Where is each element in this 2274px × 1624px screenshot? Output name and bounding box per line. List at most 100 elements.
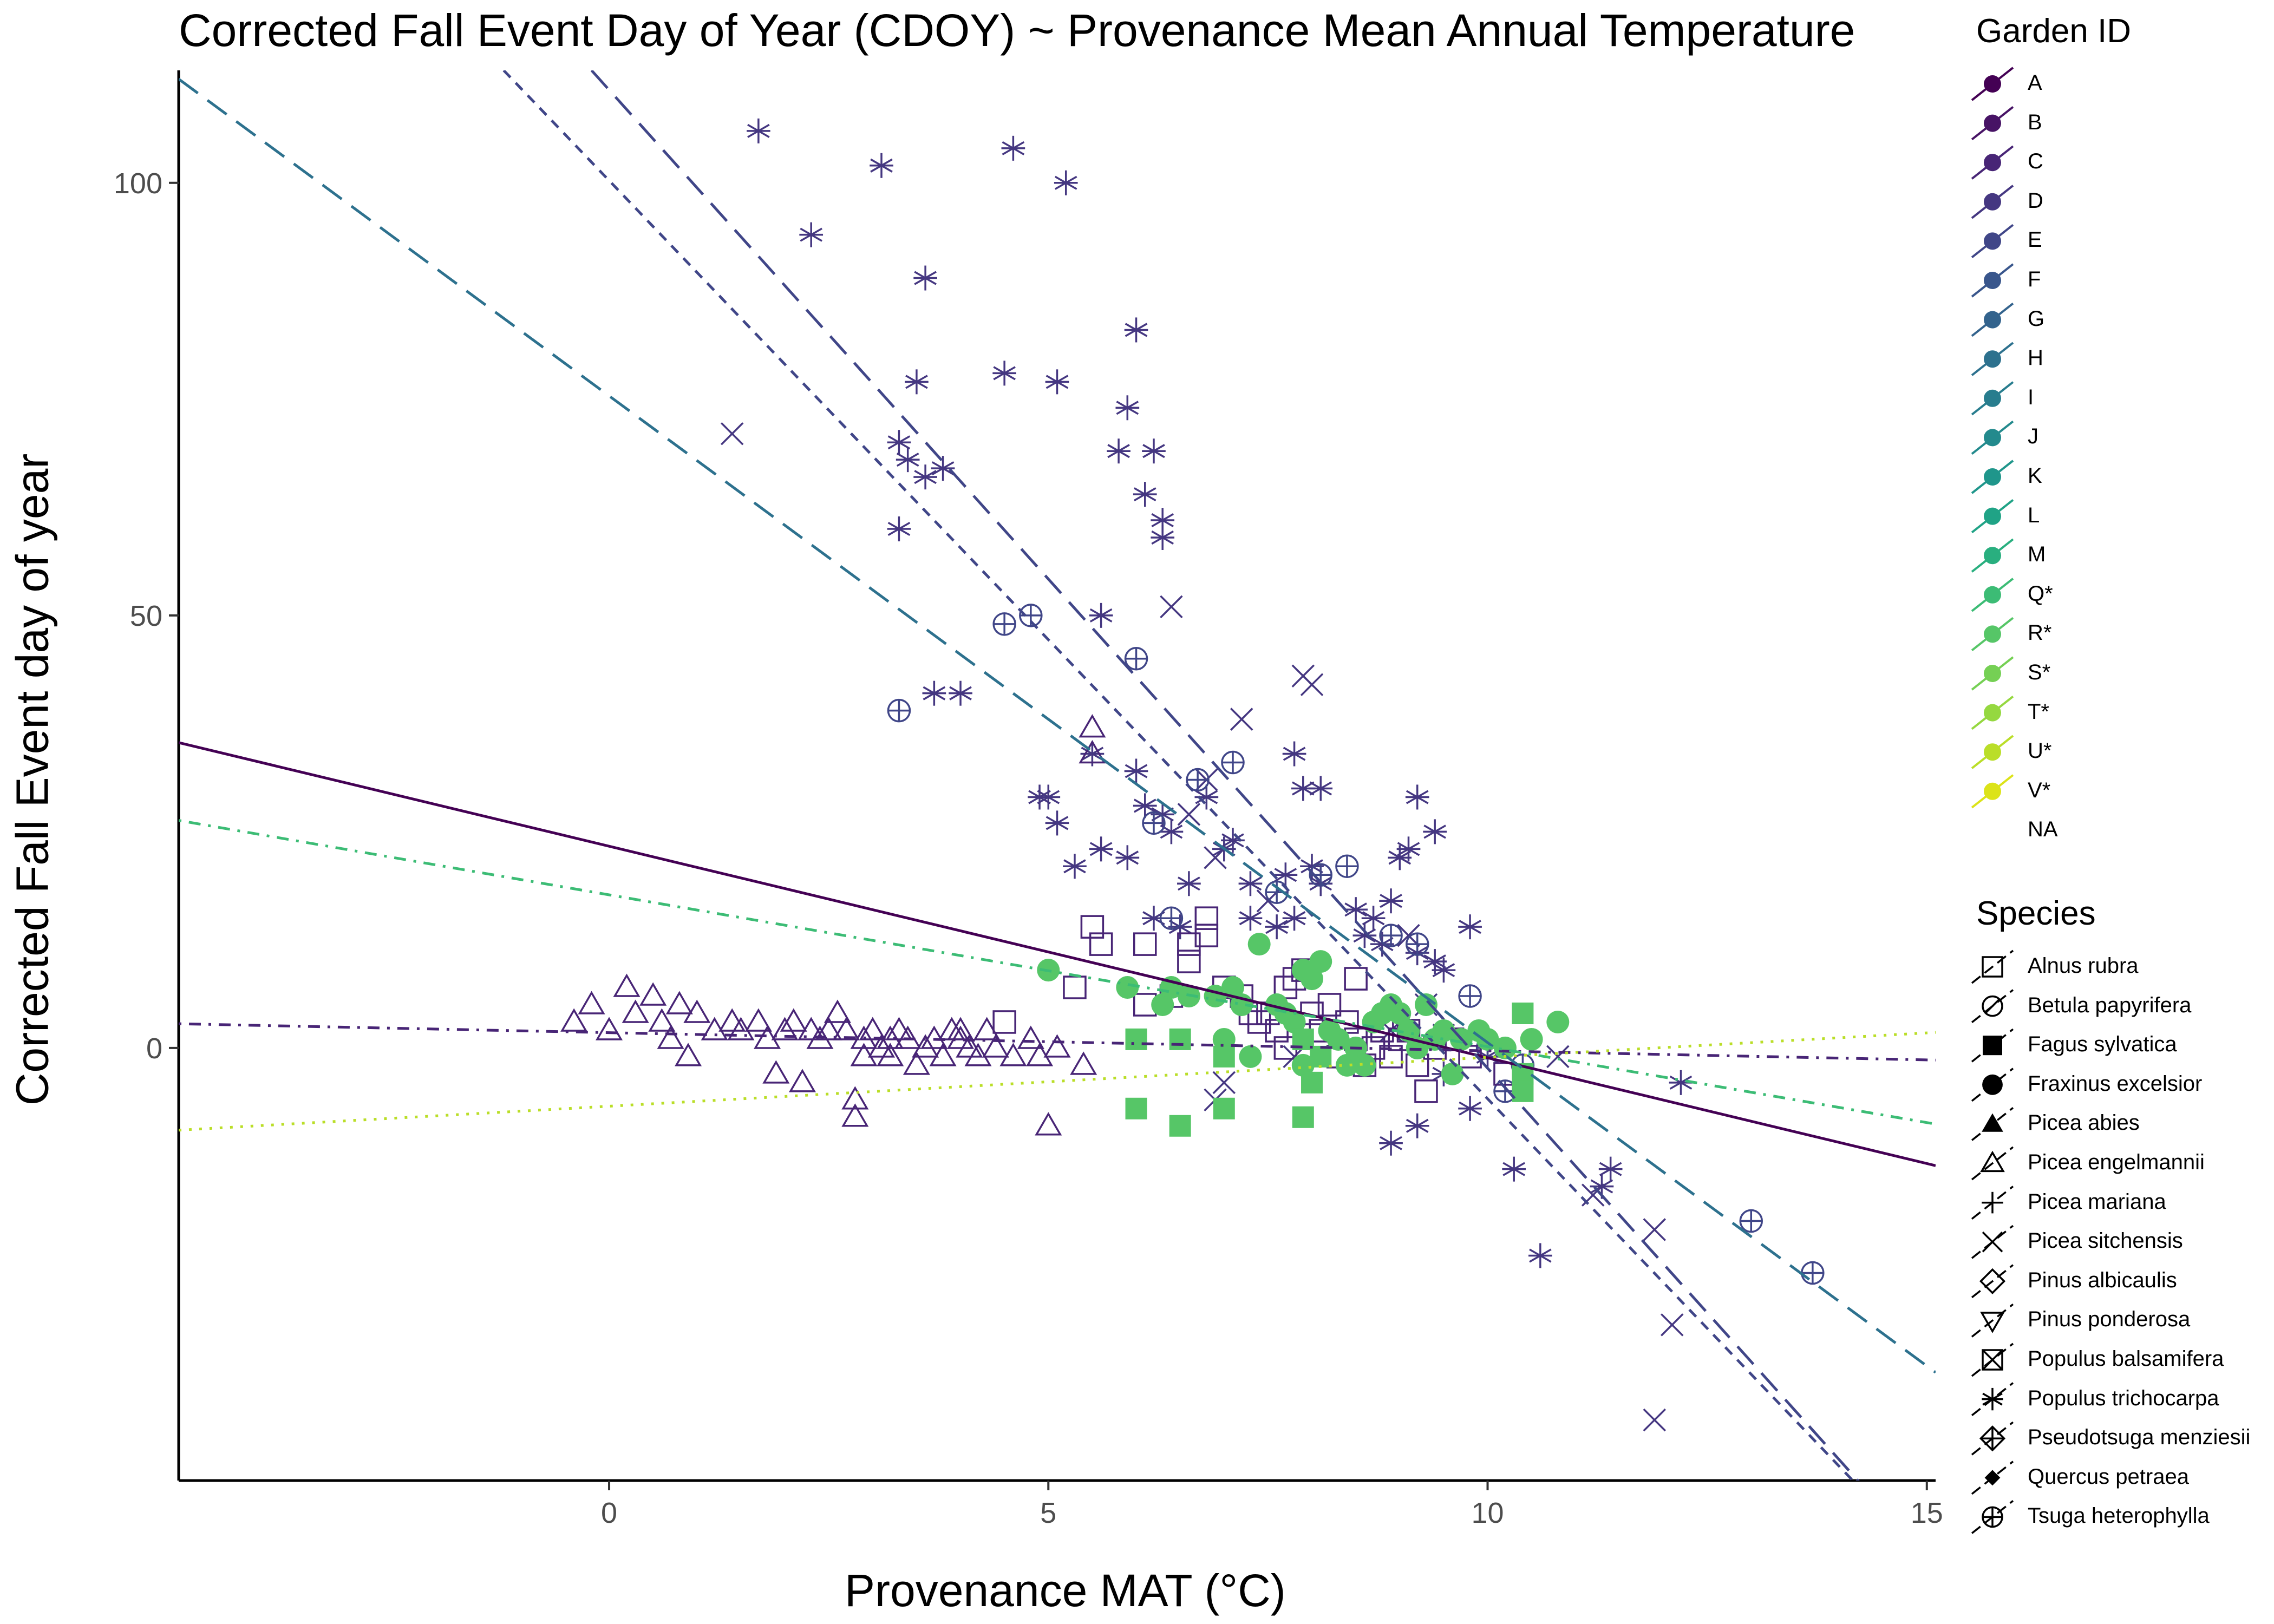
garden-legend-label: T*	[2028, 699, 2049, 724]
data-point	[992, 612, 1016, 636]
data-point	[798, 1017, 825, 1040]
chart-title: Corrected Fall Event Day of Year (CDOY) …	[179, 5, 1855, 56]
data-point	[992, 361, 1016, 386]
series-fagus-sylvatica	[1125, 1002, 1534, 1137]
species-legend-label: Picea mariana	[2028, 1189, 2166, 1214]
data-point	[762, 1060, 790, 1084]
garden-legend-label: V*	[2028, 778, 2051, 802]
data-point	[1036, 784, 1061, 810]
data-point	[877, 1043, 904, 1066]
data-point	[1177, 871, 1201, 896]
x-tick-label: 15	[1911, 1497, 1943, 1529]
data-point	[1045, 369, 1069, 395]
data-point	[1379, 1045, 1403, 1069]
y-tick-label: 0	[146, 1032, 162, 1065]
data-point	[1116, 976, 1139, 999]
species-legend-key	[1971, 1224, 2014, 1259]
garden-legend-key	[1971, 106, 2014, 141]
garden-legend-label: R*	[2028, 621, 2052, 645]
data-point	[1194, 924, 1219, 947]
data-point	[1151, 525, 1175, 551]
garden-legend-key	[1971, 303, 2014, 337]
data-point	[1291, 1053, 1315, 1077]
data-point	[1273, 862, 1298, 888]
data-point	[1528, 1243, 1552, 1268]
garden-legend-key	[1971, 499, 2014, 534]
data-point	[912, 1034, 939, 1058]
data-point	[799, 222, 824, 247]
data-point	[1247, 933, 1271, 956]
data-point	[931, 456, 955, 481]
data-point	[1301, 967, 1324, 991]
data-point	[913, 265, 937, 291]
data-point	[1115, 395, 1140, 421]
data-point	[744, 1008, 772, 1032]
data-point	[1133, 482, 1157, 507]
garden-legend-key	[1971, 224, 2014, 258]
data-point	[946, 1025, 975, 1049]
garden-legend-label: NA	[2028, 817, 2058, 842]
x-tick-label: 5	[1040, 1497, 1056, 1529]
data-point	[1301, 1071, 1323, 1093]
y-tick-label: 50	[130, 600, 162, 632]
species-legend-key	[1971, 1461, 2014, 1495]
species-legend-label: Pinus albicaulis	[2028, 1268, 2177, 1292]
data-point	[815, 1017, 842, 1040]
data-point	[622, 999, 649, 1023]
data-point	[1282, 741, 1306, 767]
garden-legend-key	[1971, 656, 2014, 691]
species-legend-label: Tsuga heterophylla	[2028, 1504, 2210, 1528]
data-point	[1344, 967, 1368, 991]
species-legend-key	[1971, 989, 2014, 1023]
data-point	[1063, 975, 1087, 999]
series-tsuga-heterophylla	[887, 604, 1825, 1285]
series-fraxinus-excelsior	[1037, 933, 1570, 1085]
garden-legend-key	[1971, 696, 2014, 730]
regression-line-garden-a	[179, 741, 1936, 1167]
data-point	[1230, 708, 1253, 731]
data-point	[771, 1017, 799, 1040]
data-point	[922, 680, 946, 706]
species-legend-key	[1971, 1304, 2014, 1338]
data-point	[1388, 1001, 1412, 1025]
data-point	[1441, 1062, 1464, 1085]
garden-legend-label: D	[2028, 188, 2043, 213]
regression-line-garden-h	[179, 77, 1936, 1374]
data-point	[1414, 993, 1437, 1017]
data-point	[1142, 438, 1166, 464]
species-legend-label: Betula papyrifera	[2028, 993, 2192, 1017]
species-legend-key	[1971, 1107, 2014, 1141]
garden-legend-label: J	[2028, 424, 2038, 449]
garden-legend-key	[1971, 578, 2014, 612]
garden-legend-label: L	[2028, 503, 2040, 527]
garden-legend-label: C	[2028, 149, 2043, 174]
data-point	[824, 999, 851, 1023]
data-point	[1493, 1036, 1517, 1059]
data-point	[1054, 170, 1078, 195]
data-point	[1344, 897, 1368, 922]
x-tick-label: 0	[601, 1497, 617, 1529]
data-point	[1177, 949, 1201, 973]
data-point	[1070, 1051, 1097, 1075]
regression-line-garden-c	[179, 1022, 1936, 1062]
species-legend-label: Populus trichocarpa	[2028, 1386, 2219, 1410]
data-point	[1238, 871, 1263, 896]
data-point	[1520, 1027, 1543, 1051]
x-tick-label: 10	[1471, 1497, 1504, 1529]
data-point	[1194, 906, 1219, 930]
species-legend-key	[1971, 1421, 2014, 1456]
data-point	[1159, 906, 1184, 930]
data-point	[1598, 1156, 1623, 1182]
data-point	[859, 1017, 886, 1040]
data-point	[1396, 836, 1421, 862]
data-point	[780, 1008, 807, 1032]
garden-legend-label: S*	[2028, 660, 2051, 684]
data-point	[870, 153, 893, 178]
garden-legend-label: H	[2028, 346, 2043, 370]
data-point	[1458, 984, 1482, 1008]
data-point	[648, 1008, 676, 1032]
data-point	[1397, 924, 1420, 947]
data-point	[1063, 854, 1087, 879]
data-point	[1265, 914, 1289, 940]
data-point	[1327, 1027, 1350, 1051]
